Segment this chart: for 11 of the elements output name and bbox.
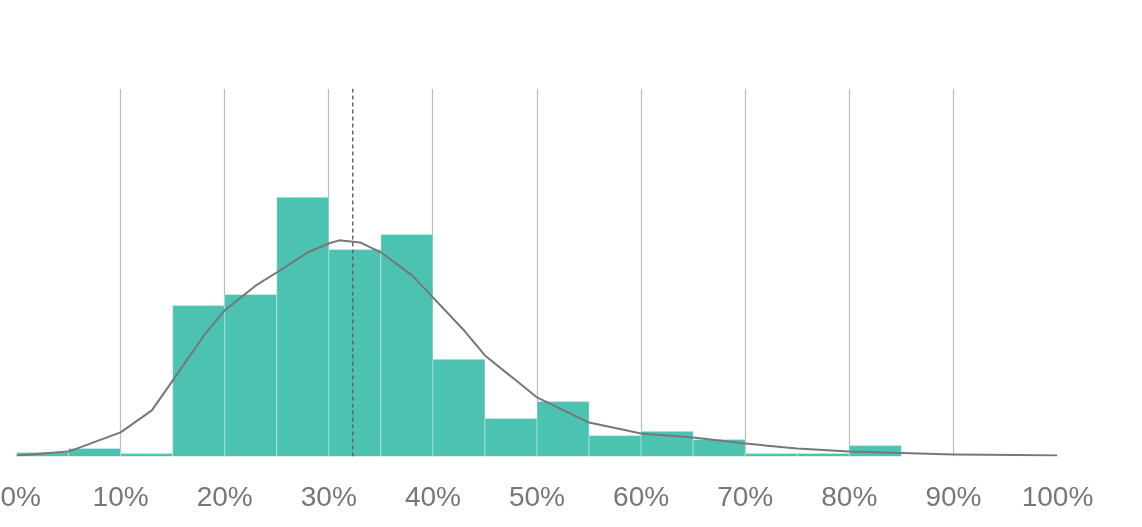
- x-tick-label: 30%: [300, 480, 357, 512]
- x-tick-label: 100%: [1021, 480, 1094, 512]
- x-tick-label: 10%: [92, 480, 149, 512]
- x-tick-label: 40%: [404, 480, 461, 512]
- x-tick-label: 70%: [717, 480, 774, 512]
- x-tick-label: 50%: [508, 480, 566, 512]
- x-tick-label: 90%: [925, 480, 982, 512]
- x-tick-label: 80%: [821, 480, 878, 512]
- x-tick-label: 20%: [196, 480, 253, 512]
- x-tick-label: 0%: [0, 480, 41, 512]
- x-tick-label: 60%: [613, 480, 670, 512]
